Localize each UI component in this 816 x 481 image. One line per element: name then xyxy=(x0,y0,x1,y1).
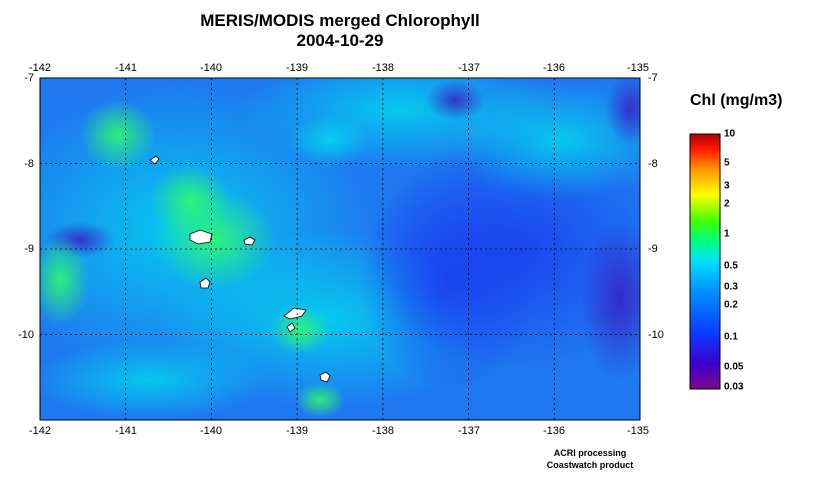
credit-line-1: ACRI processing xyxy=(553,448,627,458)
lat-tick-left: -9 xyxy=(24,243,34,255)
lat-tick-right: -9 xyxy=(648,243,658,255)
lon-tick-top: -136 xyxy=(542,62,566,74)
chart-title: MERIS/MODIS merged Chlorophyll xyxy=(200,11,480,30)
lon-tick-top: -137 xyxy=(457,62,481,74)
graticule xyxy=(40,78,640,420)
colorbar-label: 0.05 xyxy=(724,361,744,373)
chart-date: 2004-10-29 xyxy=(296,31,384,50)
colorbar-label: 2 xyxy=(724,198,730,210)
colorbar-label: 0.5 xyxy=(724,260,738,272)
islands xyxy=(149,155,331,383)
lat-tick-right: -8 xyxy=(648,158,658,170)
lon-tick-bottom: -137 xyxy=(457,425,481,437)
lat-tick-right: -7 xyxy=(648,72,658,84)
lon-tick-bottom: -136 xyxy=(542,425,566,437)
lon-tick-top: -138 xyxy=(371,62,395,74)
lon-tick-bottom: -139 xyxy=(285,425,309,437)
lon-tick-top: -140 xyxy=(199,62,223,74)
colorbar-label: 5 xyxy=(724,157,730,169)
colorbar-label: 0.2 xyxy=(724,299,738,311)
lon-tick-top: -142 xyxy=(28,62,52,74)
map-frame xyxy=(39,77,641,421)
lon-tick-top: -141 xyxy=(114,62,138,74)
colorbar xyxy=(689,133,721,390)
colorbar-label: 0.1 xyxy=(724,331,738,343)
colorbar-label: 10 xyxy=(724,128,736,140)
lat-tick-left: -7 xyxy=(24,72,34,84)
lat-tick-right: -10 xyxy=(648,329,664,341)
chlorophyll-field xyxy=(40,78,640,420)
lon-tick-bottom: -135 xyxy=(626,425,650,437)
lon-tick-top: -139 xyxy=(285,62,309,74)
lon-tick-bottom: -140 xyxy=(199,425,223,437)
credit-line-2: Coastwatch product xyxy=(546,460,634,470)
colorbar-label: 0.3 xyxy=(724,281,738,293)
colorbar-title: Chl (mg/m3) xyxy=(690,92,783,109)
lon-tick-bottom: -138 xyxy=(371,425,395,437)
lon-tick-bottom: -141 xyxy=(114,425,138,437)
colorbar-label: 0.03 xyxy=(724,381,744,393)
colorbar-label: 3 xyxy=(724,180,730,192)
lat-tick-left: -8 xyxy=(24,158,34,170)
colorbar-label: 1 xyxy=(724,228,730,240)
lon-tick-top: -135 xyxy=(626,62,650,74)
lat-tick-left: -10 xyxy=(18,329,34,341)
lon-tick-bottom: -142 xyxy=(28,425,52,437)
